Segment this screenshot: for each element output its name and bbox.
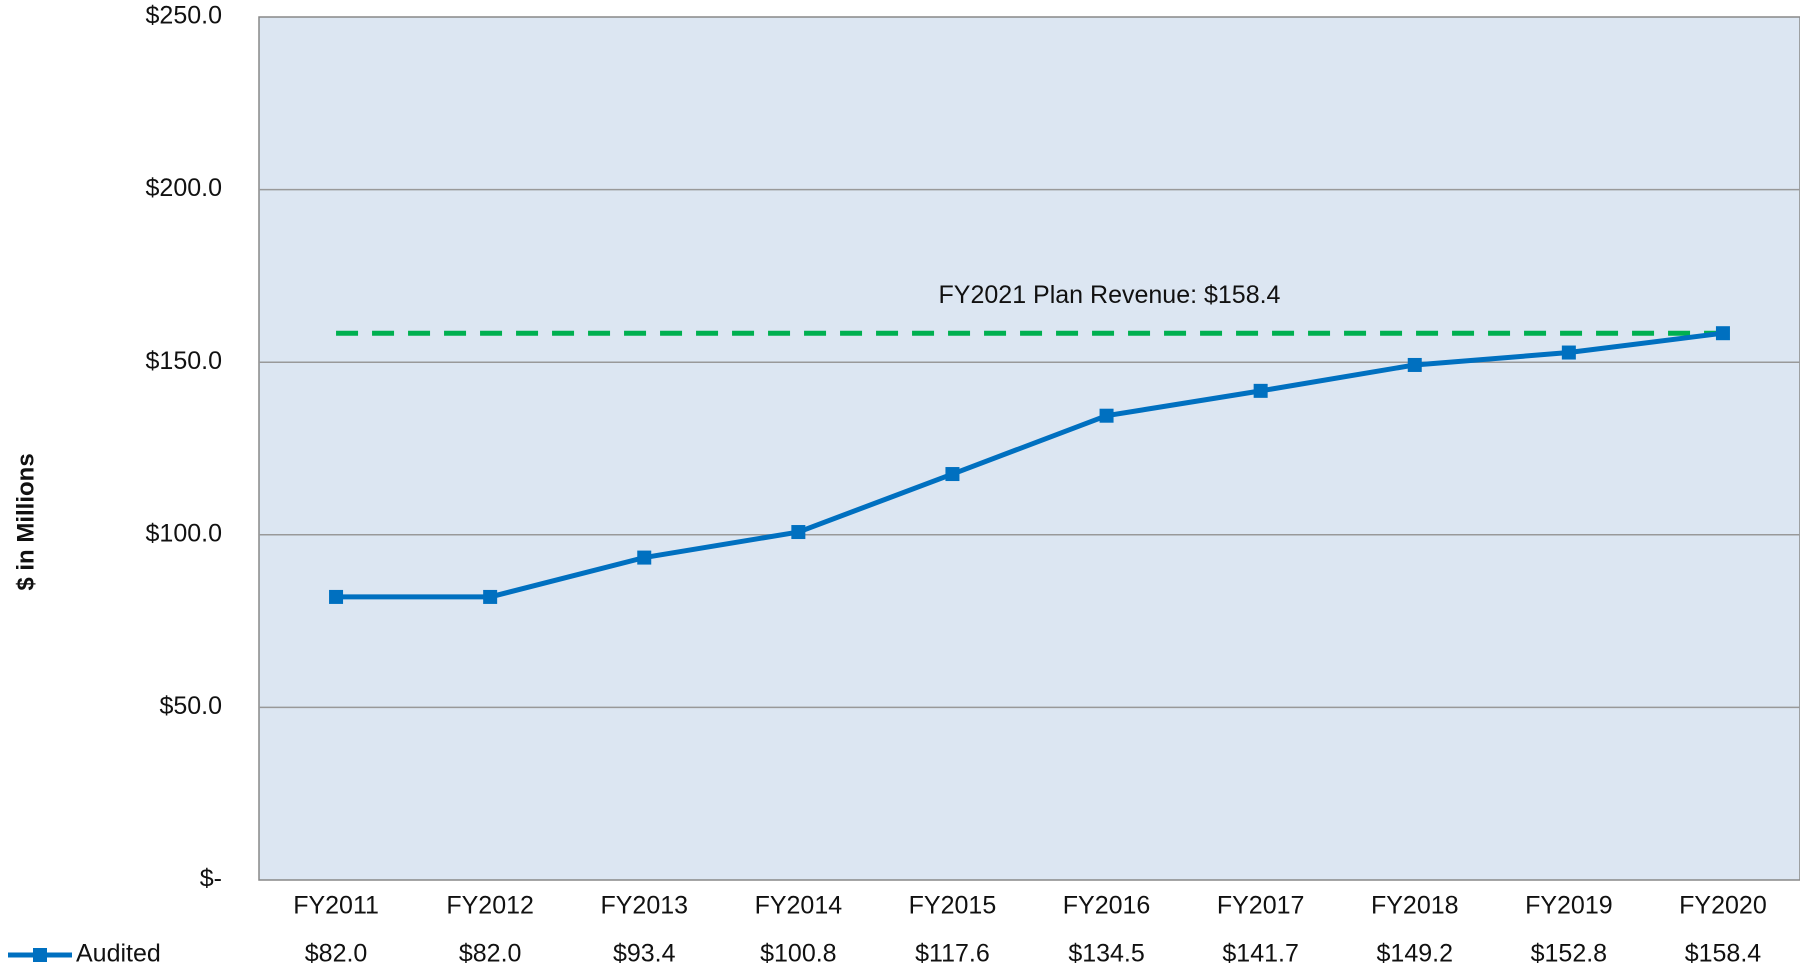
marker xyxy=(1561,345,1576,360)
x-tick-label: FY2015 xyxy=(909,892,997,920)
marker xyxy=(1099,408,1114,423)
x-tick-label: FY2014 xyxy=(755,892,843,920)
marker xyxy=(483,589,498,604)
value-label: $117.6 xyxy=(915,940,990,968)
marker xyxy=(1407,357,1422,372)
value-label: $82.0 xyxy=(305,940,368,968)
marker xyxy=(637,550,652,565)
x-tick-label: FY2017 xyxy=(1217,892,1305,920)
x-tick-label: FY2012 xyxy=(446,892,534,920)
value-label: $158.4 xyxy=(1685,940,1762,968)
y-tick-label: $250.0 xyxy=(146,2,222,30)
value-label: $134.5 xyxy=(1068,940,1144,968)
x-tick-label: FY2016 xyxy=(1063,892,1151,920)
legend-label: Audited xyxy=(76,940,161,968)
legend-marker xyxy=(33,948,47,962)
y-tick-label: $50.0 xyxy=(159,692,222,720)
x-tick-label: FY2020 xyxy=(1679,892,1767,920)
y-axis-label: $ in Millions xyxy=(12,453,39,590)
x-tick-label: FY2011 xyxy=(293,892,379,920)
value-label: $141.7 xyxy=(1222,940,1298,968)
y-tick-label: $150.0 xyxy=(146,347,222,375)
plot-area xyxy=(258,16,1800,881)
value-label: $149.2 xyxy=(1377,940,1453,968)
y-tick-label: $100.0 xyxy=(146,519,222,547)
y-tick-label: $- xyxy=(200,865,222,893)
value-label: $82.0 xyxy=(459,940,522,968)
value-label: $93.4 xyxy=(613,940,676,968)
x-tick-label: FY2013 xyxy=(600,892,688,920)
value-label: $100.8 xyxy=(760,940,836,968)
marker xyxy=(791,525,806,540)
marker xyxy=(1253,383,1268,398)
annotation: FY2021 Plan Revenue: $158.4 xyxy=(939,281,1281,309)
x-tick-label: FY2019 xyxy=(1525,892,1613,920)
marker xyxy=(1715,326,1730,341)
marker xyxy=(945,467,960,482)
x-tick-label: FY2018 xyxy=(1371,892,1459,920)
marker xyxy=(329,589,344,604)
value-label: $152.8 xyxy=(1531,940,1607,968)
series-line xyxy=(336,330,1724,600)
y-tick-label: $200.0 xyxy=(146,174,222,202)
